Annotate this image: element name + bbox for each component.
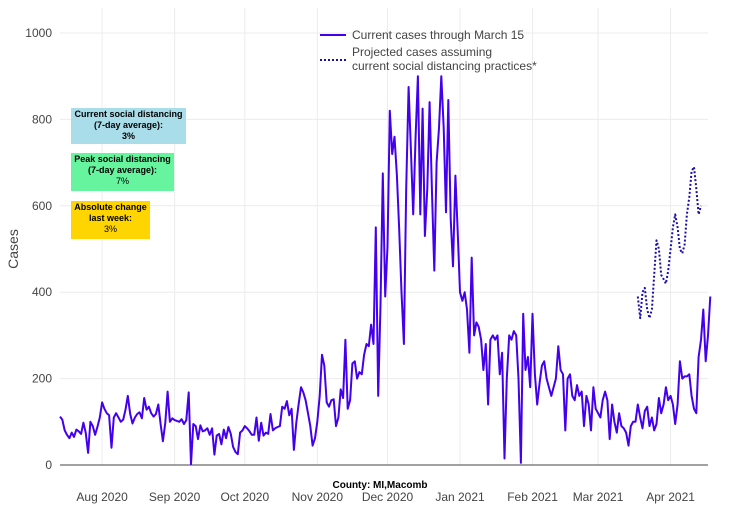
y-axis: 0 200 400 600 800 1000 <box>25 26 52 472</box>
y-axis-label: Cases <box>5 229 21 269</box>
legend-label-current: Current cases through March 15 <box>352 28 524 42</box>
absolute-change-title-2: last week: <box>88 213 133 223</box>
x-axis: Aug 2020 Sep 2020 Oct 2020 Nov 2020 Dec 2020… <box>76 490 695 504</box>
current-distancing-value: 3% <box>121 131 135 141</box>
y-tick-label: 800 <box>32 112 52 126</box>
y-tick-label: 400 <box>32 285 52 299</box>
current-distancing-box: Current social distancing (7-day average… <box>71 108 186 144</box>
y-tick-label: 1000 <box>25 26 52 40</box>
legend-label-projected-line2: current social distancing practices* <box>352 59 537 73</box>
series-group <box>59 75 712 466</box>
x-tick-label: Mar 2021 <box>573 490 624 504</box>
x-tick-label: Aug 2020 <box>76 490 128 504</box>
current-distancing-title-1: Current social distancing <box>74 109 183 119</box>
current-distancing-title-2: (7-day average): <box>93 120 164 130</box>
peak-distancing-value: 7% <box>115 176 129 186</box>
absolute-change-title-1: Absolute change <box>74 202 147 212</box>
legend[interactable]: Current cases through March 15 Projected… <box>320 28 537 73</box>
x-tick-label: Jan 2021 <box>435 490 485 504</box>
x-tick-label: Feb 2021 <box>507 490 558 504</box>
x-tick-label: Oct 2020 <box>220 490 269 504</box>
series-line-projected <box>636 165 702 320</box>
y-tick-label: 600 <box>32 199 52 213</box>
legend-label-projected-line1: Projected cases assuming <box>352 45 492 59</box>
x-tick-label: Apr 2021 <box>646 490 695 504</box>
series-line-current <box>59 75 712 466</box>
grid <box>60 8 708 466</box>
x-tick-label: Sep 2020 <box>149 490 201 504</box>
x-tick-label: Dec 2020 <box>362 490 414 504</box>
x-axis-label: County: MI,Macomb <box>333 480 428 491</box>
absolute-change-box: Absolute change last week: 3% <box>71 201 150 239</box>
peak-distancing-title-1: Peak social distancing <box>74 154 171 164</box>
x-tick-label: Nov 2020 <box>292 490 344 504</box>
absolute-change-value: 3% <box>103 224 117 234</box>
peak-distancing-box: Peak social distancing (7-day average): … <box>71 153 174 191</box>
y-tick-label: 0 <box>45 458 52 472</box>
peak-distancing-title-2: (7-day average): <box>87 165 158 175</box>
y-tick-label: 200 <box>32 372 52 386</box>
